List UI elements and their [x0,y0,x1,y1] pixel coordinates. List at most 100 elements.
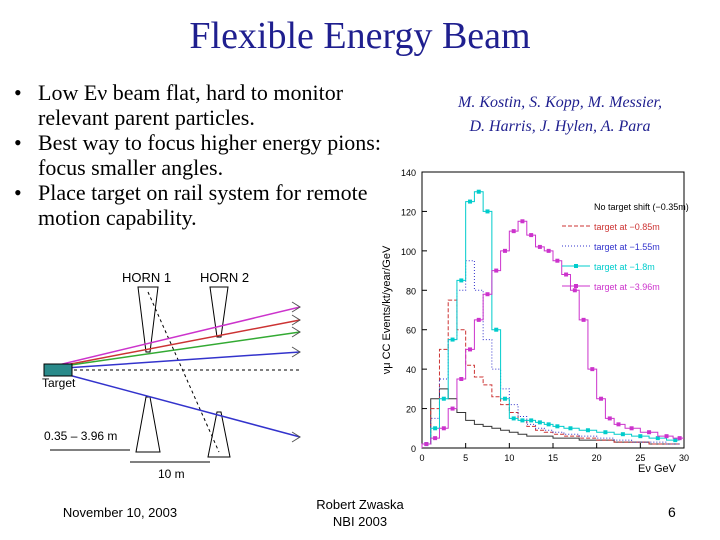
data-point [620,432,625,437]
data-point [450,337,455,342]
slide-number: 6 [668,504,676,520]
data-point [677,436,682,441]
x-tick-label: 30 [679,453,689,463]
data-point [537,420,542,425]
data-point [494,268,499,273]
data-point [502,248,507,253]
data-point [511,229,516,234]
x-axis-label: Eν GeV [638,463,677,475]
bullet-item: Low Eν beam flat, hard to monitor releva… [14,80,384,130]
arrow-head [291,431,301,443]
arrow-head [291,326,301,338]
data-point [581,317,586,322]
data-point [476,189,481,194]
data-point [572,288,577,293]
data-point [673,438,678,443]
data-point [607,416,612,421]
data-point [441,426,446,431]
footer-conference: NBI 2003 [332,514,388,529]
data-point [511,416,516,421]
horn1-label: HORN 1 [122,270,171,285]
target-label: Target [42,376,76,390]
legend-label: No target shift (−0.35m) [594,202,689,212]
x-tick-label: 5 [463,453,468,463]
data-point [647,430,652,435]
bullet-list: Low Eν beam flat, hard to monitor releva… [14,80,384,230]
legend-marker [574,264,578,268]
arrow-head [291,301,301,313]
data-point [520,219,525,224]
pion-trajectory [49,319,301,369]
data-point [564,272,569,277]
energy-spectrum-chart: 0 20 40 60 80 100 120 140 0 5 10 15 20 25 30 No targe… [381,168,689,475]
pion-trajectory [49,351,301,370]
data-point [555,258,560,263]
distance-label: 10 m [158,467,185,481]
data-point [468,347,473,352]
y-tick-label: 20 [406,405,416,415]
y-tick-label: 0 [411,444,416,454]
data-point [590,367,595,372]
pion-trajectory [49,306,301,368]
horn1-lower [135,396,161,453]
y-tick-label: 100 [401,247,416,257]
authors-line-2: D. Harris, J. Hylen, A. Para [469,118,651,135]
y-tick-label: 80 [406,286,416,296]
legend-label: target at −1.55m [594,242,660,252]
data-point [629,426,634,431]
horn2-lower [207,411,231,458]
x-tick-label: 15 [548,453,558,463]
x-tick-label: 0 [419,453,424,463]
y-tick-label: 140 [401,168,416,178]
x-tick-label: 25 [635,453,645,463]
data-point [520,418,525,423]
pion-trajectory [49,331,301,369]
legend-label: target at −0.85m [594,222,660,232]
data-point [468,199,473,204]
data-point [568,426,573,431]
y-tick-label: 120 [401,207,416,217]
data-point [546,422,551,427]
authors-line-1: M. Kostin, S. Kopp, M. Messier, [458,94,662,111]
y-tick-label: 60 [406,326,416,336]
data-point [664,434,669,439]
shift-label: 0.35 – 3.96 m [44,429,117,443]
data-point [529,418,534,423]
data-point [450,406,455,411]
data-point [441,396,446,401]
data-point [459,377,464,381]
data-point [555,424,560,429]
plot-frame [421,171,685,449]
series-line [421,220,684,448]
y-axis-label: νμ CC Events/kt/year/GeV [381,245,393,374]
bullet-item: Place target on rail system for remote m… [14,180,384,230]
data-point [433,426,438,431]
horn1-upper [137,286,159,353]
data-point [494,327,499,332]
data-point [433,436,438,441]
horn-beam-diagram: HORN 1 HORN 2 Target 0.35 – 3.96 m 10 m [42,270,301,481]
horn2-upper [209,286,229,338]
footer-author: Robert Zwaska [316,497,404,512]
pion-trajectory [49,369,301,438]
footer-date: November 10, 2003 [62,505,178,520]
data-point [502,396,507,401]
x-tick-label: 20 [592,453,602,463]
data-point [616,422,621,427]
data-point [638,434,643,439]
horn2-label: HORN 2 [200,270,249,285]
legend-label: target at −1.8m [594,262,655,272]
data-point [529,233,534,238]
bullet-item: Best way to focus higher energy pions: f… [14,130,384,180]
data-point [459,278,464,283]
legend-marker [574,284,578,288]
target-block [43,363,73,377]
data-point [585,428,590,433]
slide-title: Flexible Energy Beam [189,15,531,57]
data-point [485,292,490,297]
data-point [546,248,551,253]
data-point [424,442,429,447]
data-point [537,244,542,249]
x-tick-label: 10 [504,453,514,463]
data-point [655,436,660,441]
